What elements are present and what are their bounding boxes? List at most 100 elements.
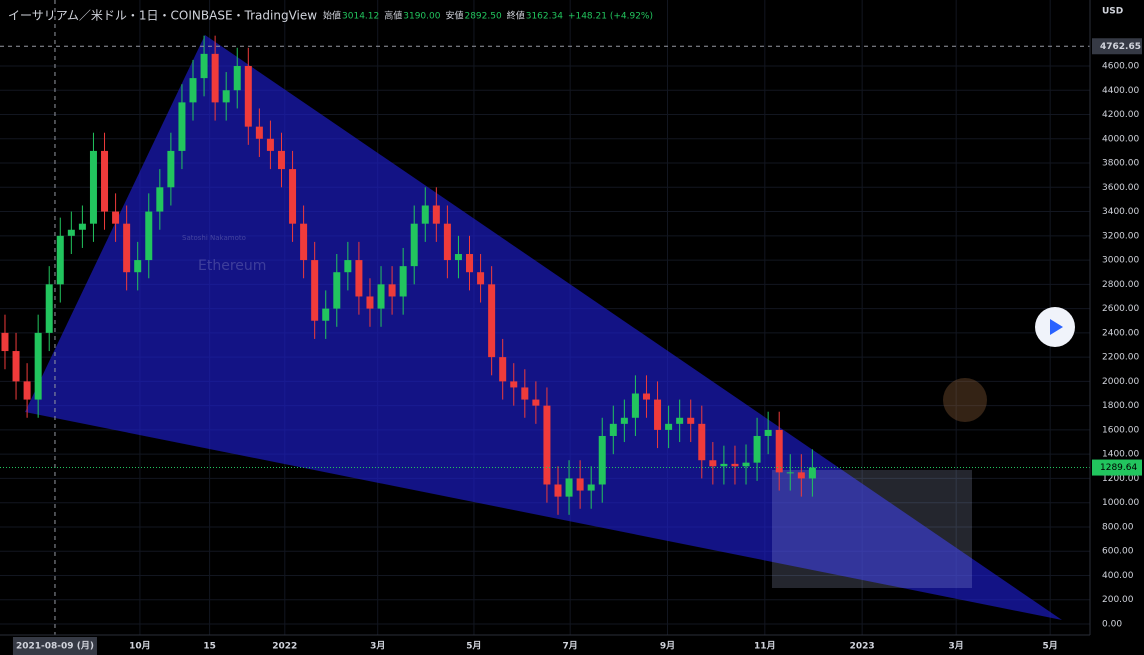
candle-body bbox=[56, 235, 64, 285]
candle-body bbox=[200, 53, 208, 79]
candle-body bbox=[101, 150, 109, 212]
overlay-image-head bbox=[943, 378, 987, 422]
candle-body bbox=[687, 417, 695, 424]
crosshair-x-label: 2021-08-09 (月) bbox=[16, 641, 94, 652]
candle-body bbox=[576, 478, 584, 491]
price-axis bbox=[1090, 0, 1144, 655]
ohlc-label: 終値 bbox=[507, 10, 525, 22]
candles bbox=[1, 35, 816, 515]
candle-body bbox=[786, 472, 794, 474]
y-tick-label: 2200.00 bbox=[1102, 353, 1139, 363]
candle-body bbox=[620, 417, 628, 424]
axes: 0.00 200.00 400.00 600.00 800.00 1000.00 1200.… bbox=[12, 38, 1142, 655]
candle-body bbox=[698, 423, 706, 461]
candle-body bbox=[477, 272, 485, 285]
y-tick-label: 3600.00 bbox=[1102, 183, 1139, 193]
play-icon[interactable] bbox=[1050, 319, 1063, 335]
chart-title: イーサリアム／米ドル・1日・COINBASE・TradingView bbox=[8, 9, 317, 23]
candle-body bbox=[510, 381, 518, 388]
candle-body bbox=[742, 462, 750, 467]
y-tick-label: 200.00 bbox=[1102, 595, 1134, 605]
ohlc-value: 3162.34 bbox=[526, 12, 563, 22]
candle-body bbox=[676, 417, 684, 424]
y-tick-label: 1800.00 bbox=[1102, 401, 1139, 411]
y-tick-label: 4600.00 bbox=[1102, 61, 1139, 71]
y-tick-label: 1200.00 bbox=[1102, 474, 1139, 484]
candle-body bbox=[565, 478, 573, 497]
candle-body bbox=[255, 126, 263, 139]
candle-body bbox=[211, 53, 219, 103]
x-tick-label: 7月 bbox=[563, 641, 578, 652]
candle-body bbox=[764, 429, 772, 436]
overlays bbox=[0, 0, 1090, 635]
y-tick-label: 2600.00 bbox=[1102, 304, 1139, 314]
y-tick-label: 1600.00 bbox=[1102, 425, 1139, 435]
candle-body bbox=[609, 423, 617, 436]
candle-body bbox=[631, 393, 639, 418]
last-price-box bbox=[1092, 459, 1142, 476]
candle-body bbox=[421, 205, 429, 224]
candle-body bbox=[145, 211, 153, 261]
candle-body bbox=[156, 187, 164, 212]
candle-body bbox=[642, 393, 650, 400]
overlay-image bbox=[772, 470, 972, 588]
x-tick-label: 10月 bbox=[129, 641, 151, 652]
y-tick-label: 2800.00 bbox=[1102, 280, 1139, 290]
x-tick-label: 2023 bbox=[850, 642, 875, 652]
y-tick-label: 4400.00 bbox=[1102, 86, 1139, 96]
candle-body bbox=[587, 484, 595, 491]
candle-body bbox=[23, 381, 31, 400]
y-tick-label: 4200.00 bbox=[1102, 110, 1139, 120]
y-tick-label: 3000.00 bbox=[1102, 256, 1139, 266]
candle-body bbox=[454, 254, 462, 261]
y-tick-label: 1000.00 bbox=[1102, 498, 1139, 508]
y-tick-label: 800.00 bbox=[1102, 522, 1134, 532]
candle-body bbox=[300, 223, 308, 261]
x-tick-label: 9月 bbox=[660, 641, 675, 652]
crosshair-price-box bbox=[1092, 38, 1142, 55]
x-tick-label: 5月 bbox=[1043, 641, 1058, 652]
candle-body bbox=[167, 150, 175, 188]
y-tick-label: 400.00 bbox=[1102, 571, 1134, 581]
candle-body bbox=[521, 387, 529, 400]
candle-body bbox=[112, 211, 120, 224]
candle-body bbox=[189, 78, 197, 103]
candle-body bbox=[709, 460, 717, 467]
y-tick-label: 2400.00 bbox=[1102, 328, 1139, 338]
currency-label: USD bbox=[1102, 7, 1123, 17]
candle-body bbox=[775, 429, 783, 473]
candle-body bbox=[322, 308, 330, 321]
ohlc-change: +148.21 (+4.92%) bbox=[568, 12, 653, 22]
crosshair-price-label: 4762.65 bbox=[1100, 42, 1141, 52]
candle-body bbox=[499, 357, 507, 382]
candle-body bbox=[134, 260, 142, 273]
x-tick-label: 5月 bbox=[466, 641, 481, 652]
candle-body bbox=[277, 150, 285, 170]
ohlc-value: 3190.00 bbox=[403, 12, 440, 22]
candle-body bbox=[12, 351, 20, 382]
x-tick-label: 3月 bbox=[370, 641, 385, 652]
candle-body bbox=[388, 284, 396, 297]
candle-body bbox=[654, 399, 662, 430]
candle-body bbox=[797, 472, 805, 479]
candle-body bbox=[731, 463, 739, 467]
candle-body bbox=[123, 223, 131, 273]
candle-body bbox=[432, 205, 440, 224]
candle-body bbox=[67, 229, 75, 236]
x-tick-label: 15 bbox=[203, 642, 216, 652]
candle-body bbox=[366, 296, 374, 309]
y-tick-label: 1400.00 bbox=[1102, 450, 1139, 460]
x-tick-label: 3月 bbox=[949, 641, 964, 652]
candle-body bbox=[808, 467, 816, 479]
candle-body bbox=[355, 260, 363, 297]
candle-body bbox=[244, 65, 252, 127]
candle-body bbox=[399, 266, 407, 297]
y-tick-label: 2000.00 bbox=[1102, 377, 1139, 387]
candle-body bbox=[532, 399, 540, 406]
x-tick-label: 2022 bbox=[272, 642, 297, 652]
candle-body bbox=[333, 272, 341, 309]
y-tick-label: 600.00 bbox=[1102, 547, 1134, 557]
candle-body bbox=[753, 435, 761, 463]
watermark-sub: Satoshi Nakamoto bbox=[182, 234, 246, 242]
candle-body bbox=[311, 260, 319, 321]
